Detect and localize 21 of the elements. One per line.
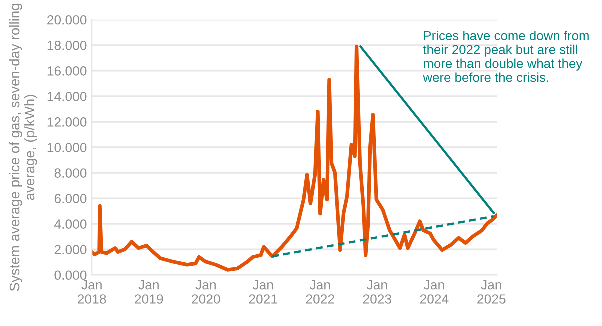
x-tick-label: Jan 2025 xyxy=(478,280,506,304)
y-tick-label: 14.000 xyxy=(48,92,87,102)
x-tick-label: Jan 2021 xyxy=(249,280,278,304)
y-tick-label: 12.000 xyxy=(48,118,87,127)
x-tick-label: Jan 2022 xyxy=(306,280,334,304)
y-tick-label: 10.000 xyxy=(48,143,87,152)
y-tick-label: 2.000 xyxy=(54,245,87,255)
y-tick-label: 8.000 xyxy=(54,168,87,178)
y-tick-label: 16.000 xyxy=(48,66,87,76)
y-tick-label: 0.000 xyxy=(54,270,87,280)
x-tick-label: Jan 2020 xyxy=(192,280,220,304)
annotation: Prices have come down from their 2022 peak but are still more than double what they were before the crisis. xyxy=(423,30,589,82)
x-tick-label: Jan 2019 xyxy=(135,280,164,304)
x-tick-label: Jan 2018 xyxy=(78,280,106,304)
y-axis-title: System average price of gas, seven-day rolling average, (p/kWh) xyxy=(10,4,38,292)
x-tick-label: Jan 2023 xyxy=(363,280,392,304)
x-tick-label: Jan 2024 xyxy=(420,280,449,304)
y-tick-label: 18.000 xyxy=(48,40,87,50)
y-tick-label: 6.000 xyxy=(54,194,87,204)
y-tick-label: 20.000 xyxy=(48,15,87,25)
y-tick-label: 4.000 xyxy=(54,220,87,230)
